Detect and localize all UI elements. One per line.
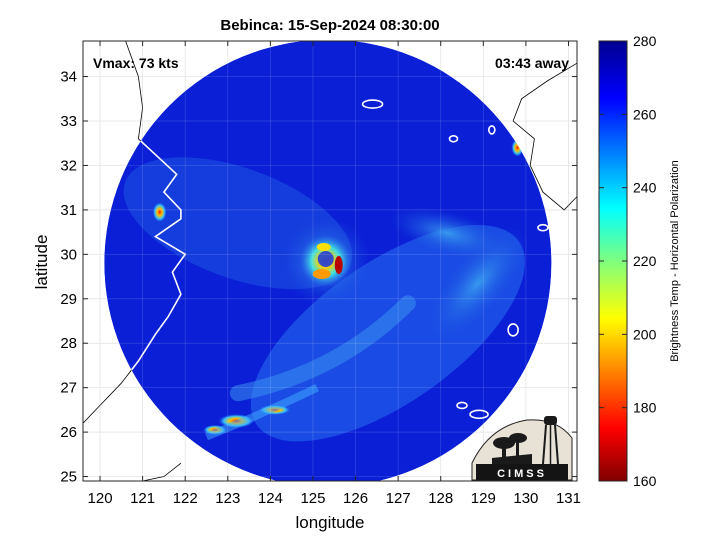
colorbar-tick-label: 180 [633, 400, 657, 416]
island [361, 99, 384, 109]
island [537, 223, 549, 232]
cimss-logo-text: CIMSS [497, 468, 547, 480]
island [456, 401, 468, 410]
chart-title: Bebinca: 15-Sep-2024 08:30:00 [220, 17, 439, 34]
colorbar-tick-label: 220 [633, 253, 657, 269]
x-tick-label: 124 [258, 490, 283, 507]
y-tick-label: 27 [60, 380, 77, 397]
x-axis: 120 121 122 123 124 125 126 127 128 129 130 131 [88, 41, 581, 507]
colorbar-label: Brightness Temp - Horizontal Polarizatio… [669, 160, 681, 362]
island [469, 409, 489, 420]
eyewall-hot-spot [316, 243, 331, 251]
x-tick-label: 121 [130, 490, 155, 507]
colorbar-ticks: 160 180 200 220 240 260 280 [599, 33, 657, 489]
y-tick-label: 30 [60, 246, 77, 263]
colorbar-tick-label: 280 [633, 33, 657, 49]
plot-area: 120 121 122 123 124 125 126 127 128 129 130 131 252… [60, 40, 581, 507]
rain-band [205, 384, 319, 441]
rain-band [428, 226, 528, 340]
x-tick-label: 131 [556, 490, 581, 507]
x-tick-label: 126 [343, 490, 368, 507]
x-tick-label: 123 [215, 490, 240, 507]
y-axis: 25 26 27 28 29 30 31 32 33 34 [60, 69, 577, 486]
vmax-annotation: Vmax: 73 kts [93, 55, 179, 71]
colorbar: 160 180 200 220 240 260 280 Brightness Temp - … [598, 33, 681, 489]
colorbar-tick-label: 160 [633, 473, 657, 489]
y-tick-label: 28 [60, 335, 77, 352]
x-tick-label: 128 [428, 490, 453, 507]
island [507, 323, 519, 337]
x-tick-label: 125 [300, 490, 325, 507]
eyewall-hot-spot [312, 269, 331, 279]
x-axis-label: longitude [295, 513, 364, 532]
colorbar-tick-label: 260 [633, 106, 657, 122]
y-tick-label: 26 [60, 424, 77, 441]
grid-overlay [83, 41, 577, 481]
x-tick-label: 120 [88, 490, 113, 507]
y-tick-label: 29 [60, 291, 77, 308]
y-tick-label: 25 [60, 469, 77, 486]
plot-frame [82, 40, 578, 482]
island [448, 134, 459, 143]
x-tick-label: 122 [173, 490, 198, 507]
colorbar-tick-label: 200 [633, 326, 657, 342]
kyushu-coastline [512, 62, 577, 211]
x-tick-label: 127 [386, 490, 411, 507]
x-tick-label: 130 [513, 490, 538, 507]
y-tick-label: 33 [60, 113, 77, 130]
storm-eye [317, 251, 334, 267]
time-away-annotation: 03:43 away [495, 55, 569, 71]
rain-band [229, 295, 416, 402]
y-axis-label: latitude [32, 235, 51, 290]
y-tick-label: 32 [60, 157, 77, 174]
convective-cell [152, 202, 167, 223]
cimss-logo: CIMSS [471, 416, 573, 481]
y-tick-label: 34 [60, 69, 77, 86]
microwave-swath [104, 41, 552, 481]
colorbar-tick-label: 240 [633, 180, 657, 196]
eyewall-hot-spot [334, 256, 343, 274]
rain-band [389, 206, 507, 260]
island [488, 125, 496, 135]
x-tick-label: 129 [471, 490, 496, 507]
taiwan-coastline [142, 462, 182, 481]
y-tick-label: 31 [60, 202, 77, 219]
